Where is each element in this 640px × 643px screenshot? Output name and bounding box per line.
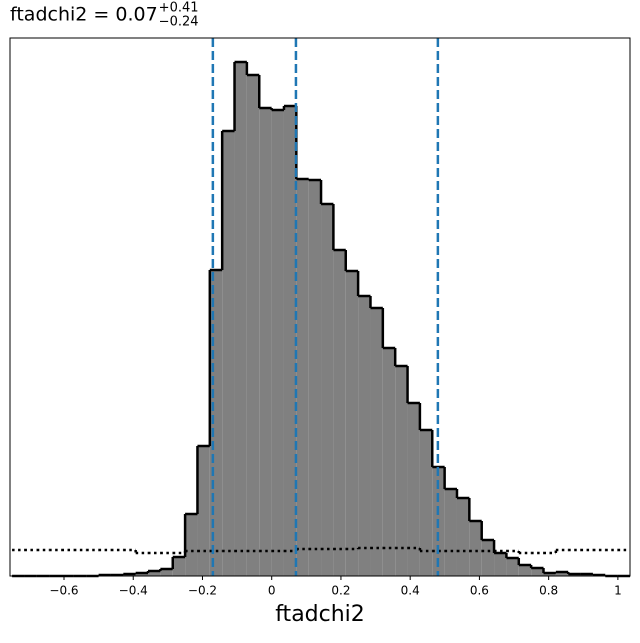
bar — [296, 179, 309, 576]
chart-title: ftadchi2 = 0.07 — [10, 4, 158, 26]
bar — [395, 366, 408, 576]
bar — [135, 573, 149, 576]
x-tick-label: 0.8 — [539, 584, 558, 598]
lower-error: −0.24 — [159, 15, 199, 30]
x-tick-label: −0.6 — [49, 584, 78, 598]
bar — [321, 204, 334, 576]
bar — [172, 557, 186, 576]
plot-frame — [9, 37, 631, 577]
bar — [197, 446, 210, 576]
bar — [160, 569, 173, 576]
bar — [481, 540, 495, 576]
bar — [494, 553, 507, 576]
bar — [148, 571, 161, 576]
bar — [246, 75, 260, 576]
bar — [234, 62, 247, 576]
bar — [555, 572, 569, 576]
upper-error: +0.41 — [159, 1, 199, 16]
bar — [444, 489, 457, 576]
bar — [308, 180, 322, 576]
x-tick-label: 1 — [614, 584, 622, 598]
bar — [407, 403, 420, 576]
bar — [531, 568, 544, 576]
bar — [456, 498, 470, 576]
x-tick-label: −0.4 — [119, 584, 148, 598]
x-tick-label: 0.6 — [470, 584, 489, 598]
bar — [259, 108, 272, 576]
bar — [469, 521, 482, 576]
bar — [333, 250, 346, 576]
x-tick-label: 0.2 — [331, 584, 350, 598]
bar — [382, 348, 396, 576]
x-tick-label: −0.2 — [188, 584, 217, 598]
bar — [283, 106, 297, 576]
bar — [222, 131, 235, 576]
x-tick-label: 0 — [268, 584, 276, 598]
bar — [185, 514, 198, 576]
x-tick-label: 0.4 — [401, 584, 420, 598]
bar — [518, 565, 532, 576]
x-axis-label: ftadchi2 — [275, 602, 365, 627]
bar — [419, 430, 433, 576]
bar — [345, 271, 359, 576]
bar — [506, 558, 519, 576]
bar — [370, 308, 383, 576]
bar — [543, 573, 556, 576]
bar — [271, 110, 284, 576]
bar — [358, 296, 371, 576]
